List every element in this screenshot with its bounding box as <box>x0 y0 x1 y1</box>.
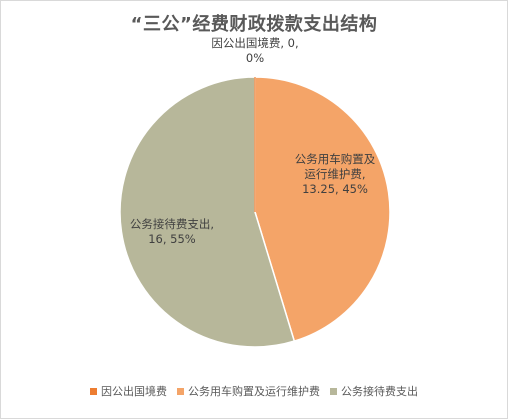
pie-slice-reception <box>119 76 296 348</box>
legend-label: 因公出国境费 <box>101 385 167 398</box>
pie-slice-vehicles <box>254 76 391 343</box>
legend-label: 公务用车购置及运行维护费 <box>188 385 320 398</box>
legend-item-overseas: 因公出国境费 <box>90 383 167 399</box>
slice-label-overseas: 因公出国境费, 0, 0% <box>211 36 298 65</box>
legend-swatch <box>90 387 97 395</box>
legend-item-vehicles: 公务用车购置及运行维护费 <box>177 383 320 399</box>
legend-swatch <box>177 387 184 395</box>
legend-swatch <box>330 387 337 395</box>
legend-item-reception: 公务接待费支出 <box>330 383 418 399</box>
chart-title: “三公”经费财政拨款支出结构 <box>130 14 378 35</box>
chart-legend: 因公出国境费 公务用车购置及运行维护费 公务接待费支出 <box>0 383 508 399</box>
slice-label-vehicles: 公务用车购置及运行维护费, 13.25, 45% <box>295 152 376 196</box>
legend-label: 公务接待费支出 <box>341 385 418 398</box>
slice-label-reception: 公务接待费支出, 16, 55% <box>130 217 214 246</box>
